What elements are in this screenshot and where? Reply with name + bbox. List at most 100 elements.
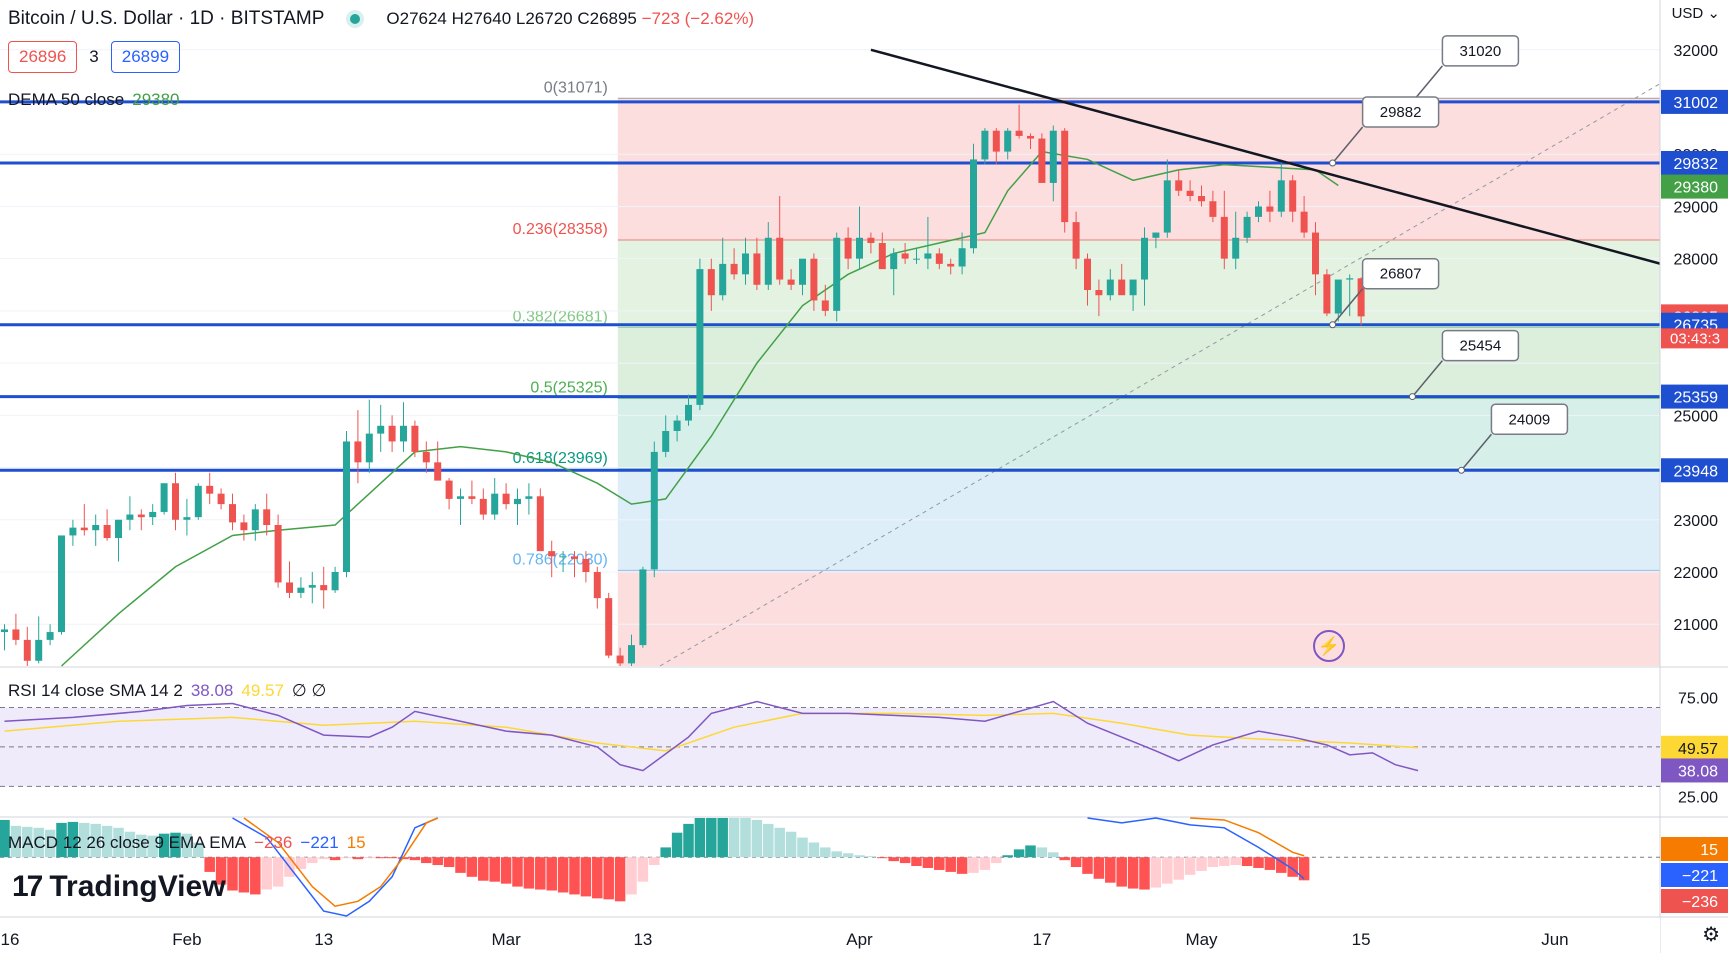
candle-body: [1095, 290, 1103, 296]
macd-histogram-bar: [90, 823, 101, 858]
sell-button[interactable]: 26896: [8, 41, 78, 73]
price-tick-9: 25359: [1674, 390, 1719, 407]
candle-body: [844, 237, 852, 259]
candle-body: [1049, 130, 1057, 183]
candle-body: [1266, 206, 1274, 212]
settings-gear-icon[interactable]: ⚙: [1702, 924, 1720, 946]
dema-label: DEMA 50 close: [8, 90, 125, 109]
dema-legend[interactable]: DEMA 50 close 29380: [8, 90, 180, 110]
fib-label-2: 0.382(26681): [513, 309, 608, 326]
macd-histogram-bar: [649, 857, 660, 866]
candle-body: [924, 253, 932, 259]
macd-histogram-bar: [671, 832, 683, 858]
candle-body: [331, 572, 339, 591]
price-tick-6: 28000: [1674, 252, 1719, 269]
fib-zone-5: [617, 570, 1660, 666]
symbol-title[interactable]: Bitcoin / U.S. Dollar · 1D · BITSTAMP: [8, 8, 325, 29]
resistance-trendline: [870, 48, 1681, 271]
candle-body: [867, 237, 875, 243]
macd-histogram-bar: [831, 851, 842, 858]
macd-histogram-bar: [272, 857, 284, 887]
tradingview-mark-icon: 17: [12, 870, 43, 903]
tradingview-logo[interactable]: 17 TradingView: [12, 870, 226, 904]
candle-body: [730, 263, 738, 275]
currency-selector[interactable]: USD ⌄: [1672, 4, 1720, 22]
rsi-extra-values: ∅ ∅: [291, 681, 327, 700]
fib-label-0: 0(31071): [544, 79, 608, 96]
candle-body: [194, 485, 202, 518]
price-tag-bg-3: [1661, 150, 1728, 175]
candle-body: [1346, 278, 1354, 280]
fib-label-3: 0.5(25325): [530, 379, 607, 396]
candle-body: [400, 425, 407, 442]
candle-body: [1232, 237, 1240, 259]
macd-histogram-bar: [1127, 857, 1139, 889]
macd-histogram-bar: [922, 857, 934, 868]
macd-hist-value: −236: [254, 833, 293, 852]
bid-ask-panel: 26896 3 26899: [8, 41, 181, 73]
callout-pointer-4: [1460, 433, 1492, 471]
chevron-down-icon: ⌄: [1707, 5, 1720, 22]
price-tick-14: 21000: [1674, 617, 1719, 634]
macd-histogram-bar: [592, 857, 603, 899]
macd-histogram-bar: [170, 832, 181, 858]
macd-histogram-bar: [375, 857, 386, 859]
candle-body: [388, 425, 396, 442]
candle-body: [776, 237, 784, 280]
ohlc-prefix: O27624 H27640 L26720 C26895: [386, 9, 637, 28]
time-tick-6: 17: [1032, 930, 1051, 949]
macd-histogram-bar: [1093, 857, 1105, 879]
macd-histogram-bar: [409, 857, 421, 861]
macd-histogram-bar: [318, 857, 329, 860]
macd-tag-1: −221: [1682, 868, 1718, 885]
macd-tag-bg-2: [1661, 889, 1728, 913]
callout-pointer-0: [1411, 65, 1443, 103]
macd-label: MACD 12 26 close 9 EMA EMA: [8, 833, 247, 852]
macd-histogram-bar: [0, 819, 10, 858]
candle-body: [605, 598, 613, 656]
macd-histogram-bar: [899, 857, 911, 864]
candle-body: [251, 509, 259, 531]
buy-button[interactable]: 26899: [110, 41, 181, 73]
macd-histogram-bar: [478, 857, 489, 881]
macd-histogram-bar: [512, 857, 523, 887]
candle-body: [958, 248, 966, 267]
candle-body: [548, 551, 556, 557]
macd-legend[interactable]: MACD 12 26 close 9 EMA EMA −236 −221 15: [8, 833, 366, 853]
fib-zone-1: [617, 239, 1660, 328]
price-tick-0: 32000: [1674, 43, 1719, 60]
price-tick-11: 23948: [1674, 463, 1719, 480]
macd-histogram-bar: [204, 857, 215, 872]
candle-body: [514, 498, 521, 505]
candle-body: [308, 585, 316, 588]
macd-histogram-bar: [979, 857, 991, 870]
dema-value: 29380: [132, 90, 180, 109]
macd-signal-line-recent: [1190, 817, 1305, 857]
lightning-icon[interactable]: ⚡: [1313, 630, 1345, 662]
macd-histogram-bar: [1025, 845, 1036, 858]
time-tick-4: 13: [633, 930, 652, 949]
macd-tag-bg-0: [1661, 837, 1728, 861]
macd-histogram-bar: [113, 827, 124, 858]
rsi-tag-bg-1: [1661, 758, 1728, 783]
candle-body: [1209, 201, 1217, 217]
candle-body: [115, 519, 122, 539]
countdown-text: 03:43:3: [1670, 330, 1720, 347]
price-tag-bg-4: [1661, 174, 1728, 199]
candle-body: [571, 556, 578, 559]
candle-body: [297, 587, 305, 593]
candle-body: [1061, 130, 1069, 223]
macd-histogram-bar: [1082, 857, 1093, 874]
price-tick-12: 23000: [1674, 513, 1719, 530]
rsi-legend[interactable]: RSI 14 close SMA 14 2 38.08 49.57 ∅ ∅: [8, 681, 326, 701]
candle-body: [1255, 206, 1262, 217]
macd-histogram-bar: [443, 857, 455, 867]
candle-body: [707, 269, 715, 296]
ohlc-values: O27624 H27640 L26720 C26895 −723 (−2.62%…: [386, 9, 754, 29]
candle-body: [149, 511, 157, 518]
candle-body: [1163, 180, 1171, 233]
macd-tag-bg-1: [1661, 863, 1728, 887]
candle-body: [206, 485, 214, 494]
macd-histogram-bar: [79, 822, 90, 858]
